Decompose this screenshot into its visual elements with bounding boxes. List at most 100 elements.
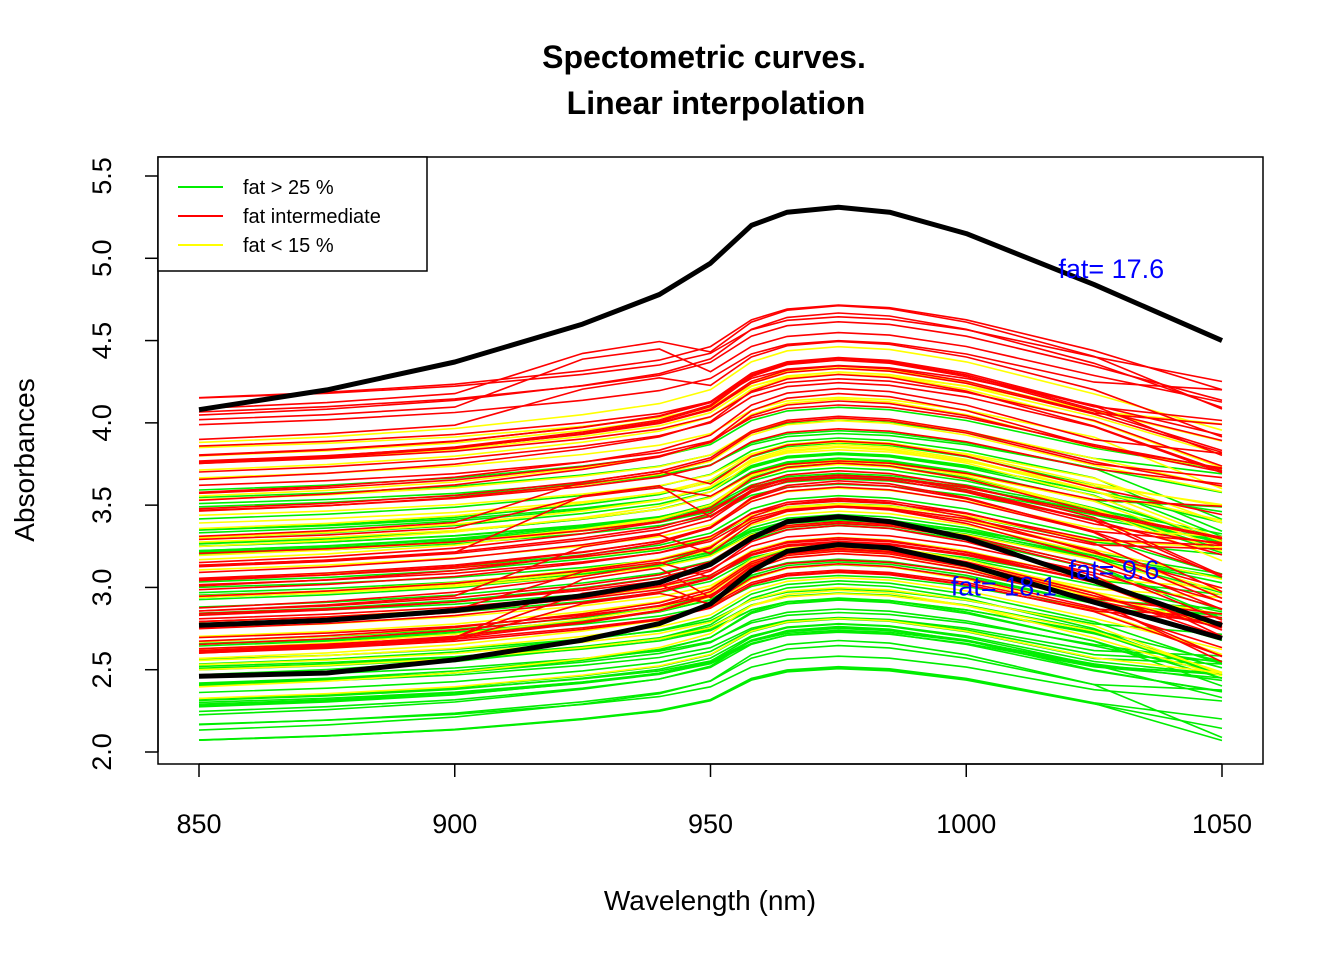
spectrum-line-intermediate	[198, 474, 1223, 555]
spectrum-line-intermediate	[198, 373, 1223, 481]
chart-title-line1: Spectometric curves.	[542, 39, 866, 75]
spectrum-line-low-fat	[198, 510, 1223, 599]
x-tick-label: 1050	[1192, 809, 1252, 839]
spectrum-line-low-fat	[198, 617, 1223, 700]
spectrum-line-intermediate	[198, 545, 1223, 642]
spectrum-line-low-fat	[198, 443, 1223, 540]
spectrum-line-low-fat	[198, 448, 1223, 524]
spectrum-line-intermediate	[198, 315, 1223, 399]
highlighted-curve	[198, 514, 1223, 628]
legend-label-intermediate: fat intermediate	[243, 206, 381, 228]
y-tick-label: 5.0	[87, 240, 117, 278]
spectrum-line-intermediate	[198, 377, 1223, 467]
background-curves	[198, 304, 1223, 742]
spectrum-line-high-fat	[198, 655, 1223, 725]
spectrum-line-high-fat	[198, 466, 1223, 552]
spectrum-line-intermediate	[198, 331, 1223, 421]
spectrum-line-intermediate	[198, 364, 1223, 447]
chart-title-line2: Linear interpolation	[567, 85, 866, 121]
spectrum-line-high-fat	[198, 630, 1223, 713]
spectrum-line-intermediate	[198, 320, 1223, 413]
y-axis: 2.0 2.5 3.0 3.5 4.0 4.5 5.0 5.5	[87, 157, 159, 771]
spectrum-line-high-fat	[198, 432, 1223, 505]
spectrum-line-low-fat	[198, 459, 1223, 562]
spectrum-line-high-fat	[198, 616, 1223, 686]
spectrum-line-intermediate	[198, 479, 1223, 593]
spectrum-line-intermediate	[198, 404, 1223, 487]
spectrum-line-high-fat	[198, 452, 1223, 534]
legend-box	[157, 156, 428, 272]
highlighted-curve	[198, 204, 1224, 413]
spectrum-line-low-fat	[198, 563, 1223, 660]
spectrum-line-intermediate	[198, 486, 1223, 580]
y-tick-label: 4.5	[87, 322, 117, 360]
highlighted-curves	[198, 204, 1224, 679]
spectrum-line-intermediate	[198, 462, 1223, 564]
legend-label-low-fat: fat < 15 %	[243, 235, 334, 257]
spectrum-line-low-fat	[198, 398, 1223, 497]
spectrum-line-intermediate	[198, 417, 1223, 512]
spectrum-line-intermediate	[198, 304, 1223, 399]
fat-annotation: fat= 17.6	[1058, 254, 1164, 284]
spectrum-line-low-fat	[198, 460, 1223, 550]
spectrum-line-intermediate	[198, 474, 1223, 568]
spectrum-line-low-fat	[198, 345, 1223, 444]
legend-label-high-fat: fat > 25 %	[243, 177, 334, 199]
spectrum-line-intermediate	[198, 476, 1223, 574]
spectrum-line-high-fat	[198, 579, 1223, 665]
spectrum-line-high-fat	[198, 611, 1223, 679]
spectrum-line-high-fat	[198, 598, 1223, 676]
spectrum-line-intermediate	[198, 482, 1223, 582]
spectrum-line-low-fat	[198, 589, 1223, 688]
x-tick-label: 850	[176, 809, 221, 839]
spectrum-line-low-fat	[198, 522, 1223, 598]
spectrum-line-intermediate	[198, 387, 1223, 494]
spectrum-line-intermediate	[198, 359, 1223, 465]
spectrum-line-low-fat	[198, 586, 1223, 675]
spectrum-line-high-fat	[198, 622, 1223, 702]
spectrum-line-high-fat	[198, 639, 1223, 739]
fat-annotation: fat= 9.6	[1069, 555, 1160, 585]
spectrum-line-intermediate	[198, 536, 1223, 631]
spectrum-line-intermediate	[198, 400, 1223, 495]
x-tick-label: 950	[688, 809, 733, 839]
spectrum-line-low-fat	[198, 576, 1223, 662]
spectrum-line-intermediate	[198, 505, 1223, 586]
spectrum-line-intermediate	[198, 469, 1223, 577]
highlighted-curve	[198, 542, 1223, 679]
spectrum-line-high-fat	[198, 472, 1223, 548]
fat-annotation: fat= 18.1	[951, 572, 1057, 602]
spectrum-line-intermediate	[198, 440, 1223, 538]
spectrum-line-high-fat	[198, 518, 1223, 589]
spectrum-line-intermediate	[198, 427, 1223, 512]
spectrum-line-intermediate	[198, 339, 1223, 426]
spectrum-line-intermediate	[198, 392, 1223, 502]
x-tick-label: 900	[432, 809, 477, 839]
y-tick-label: 2.5	[87, 651, 117, 689]
spectrum-line-intermediate	[198, 562, 1223, 654]
spectrum-line-high-fat	[198, 437, 1223, 532]
spectrum-line-intermediate	[198, 505, 1223, 612]
spectrum-line-low-fat	[198, 446, 1223, 548]
y-tick-label: 2.0	[87, 733, 117, 771]
legend: fat > 25 % fat intermediate fat < 15 %	[157, 156, 428, 272]
spectrum-line-intermediate	[198, 460, 1223, 541]
spectrum-line-high-fat	[198, 627, 1223, 707]
x-tick-label: 1000	[936, 809, 996, 839]
spectrum-line-high-fat	[198, 545, 1223, 615]
spectrum-line-intermediate	[198, 357, 1223, 463]
curve-annotations: fat= 17.6 fat= 9.6 fat= 18.1	[951, 254, 1164, 602]
y-axis-label: Absorbances	[9, 378, 40, 541]
spectrum-line-intermediate	[198, 304, 1223, 410]
spectrum-line-low-fat	[198, 373, 1223, 471]
y-tick-label: 3.0	[87, 569, 117, 607]
spectrum-line-low-fat	[198, 441, 1223, 524]
y-tick-label: 4.0	[87, 404, 117, 442]
spectrum-line-intermediate	[198, 415, 1223, 510]
spectrum-line-high-fat	[198, 617, 1223, 694]
x-axis: 850 900 950 1000 1050	[176, 763, 1252, 839]
spectrum-line-intermediate	[198, 500, 1223, 581]
x-axis-label: Wavelength (nm)	[604, 885, 816, 916]
spectrum-line-high-fat	[198, 644, 1223, 726]
